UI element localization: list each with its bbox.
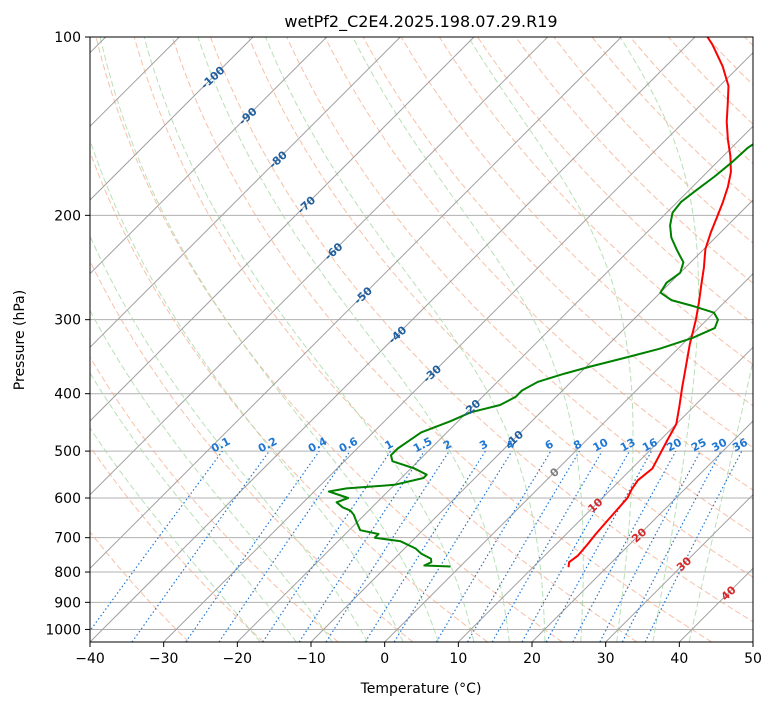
chart-title: wetPf2_C2E4.2025.198.07.29.R19 <box>284 12 557 32</box>
isotherm-line <box>457 346 753 642</box>
x-tick-label: −40 <box>75 651 105 667</box>
mixing-ratio-line <box>572 450 677 642</box>
isotherm-line <box>310 199 753 642</box>
dry-adiabat-line <box>90 356 339 642</box>
dry-adiabat-line <box>400 37 753 407</box>
y-axis-label: Pressure (hPa) <box>12 290 28 390</box>
moist-adiabat-line <box>265 37 546 642</box>
moist-adiabat-line <box>352 37 584 642</box>
dry-adiabat-line <box>90 531 190 642</box>
moist-adiabat-line <box>143 37 475 642</box>
temperature-series-line <box>567 37 732 568</box>
moist-adiabat-line <box>90 235 369 642</box>
x-tick-label: 30 <box>597 651 615 667</box>
isotherm-line <box>163 51 753 642</box>
isotherm-line <box>90 37 401 349</box>
dry-adiabat-line <box>90 150 488 642</box>
mixing-ratio-line <box>298 450 425 642</box>
mixing-ratio-line <box>325 450 450 642</box>
moist-adiabat-line <box>688 358 753 642</box>
x-tick-label: 50 <box>744 651 762 667</box>
mixing-ratio-line <box>521 450 631 642</box>
mixing-ratio-line <box>90 450 223 632</box>
y-tick-label: 800 <box>54 565 81 581</box>
dry-adiabat-line <box>133 37 638 642</box>
isotherm-line <box>90 37 696 642</box>
mixing-ratio-line <box>545 450 653 642</box>
dry-adiabat-line <box>438 37 753 366</box>
mixing-ratio-line <box>393 450 513 642</box>
isotherm-line <box>236 125 753 642</box>
mixing-ratio-label: 25 <box>689 436 709 455</box>
moist-adiabat-line <box>99 37 439 642</box>
moist-adiabat-line <box>90 138 404 642</box>
isotherm-line <box>605 493 753 642</box>
isotherm-line <box>90 37 328 275</box>
moist-adiabat-line <box>619 37 699 642</box>
mixing-ratio-label: 20 <box>664 436 684 455</box>
x-axis-label: Temperature (°C) <box>360 681 482 697</box>
mixing-ratio-label: 16 <box>640 436 660 455</box>
isotherm-line <box>90 37 549 496</box>
y-tick-label: 1000 <box>45 622 81 638</box>
dry-adiabat-line <box>210 37 753 623</box>
x-tick-label: 40 <box>670 651 688 667</box>
dewpoint-series-line <box>327 143 753 568</box>
mixing-ratio-label: 36 <box>730 436 750 455</box>
y-tick-label: 100 <box>54 30 81 46</box>
mixing-ratio-line <box>644 450 743 642</box>
mixing-ratio-label: 30 <box>710 436 730 455</box>
plot-frame <box>89 36 754 643</box>
isotherm-line <box>531 420 753 642</box>
x-tick-label: −20 <box>223 651 253 667</box>
x-tick-label: 10 <box>449 651 467 667</box>
isotherm-line <box>90 37 475 422</box>
isotherm-line <box>90 37 254 201</box>
mixing-ratio-line <box>218 450 351 642</box>
y-tick-label: 600 <box>54 491 81 507</box>
x-tick-label: −10 <box>296 651 326 667</box>
moist-adiabat-line <box>90 371 297 642</box>
y-tick-label: 900 <box>54 595 81 611</box>
y-tick-label: 200 <box>54 208 81 224</box>
y-tick-label: 300 <box>54 313 81 329</box>
x-tick-label: −30 <box>149 651 179 667</box>
y-tick-label: 700 <box>54 531 81 547</box>
x-tick-label: 0 <box>380 651 389 667</box>
dry-adiabat-line <box>248 37 753 578</box>
y-tick-label: 400 <box>54 387 81 403</box>
mixing-ratio-line <box>185 450 320 642</box>
mixing-ratio-label: 13 <box>618 436 638 455</box>
dry-adiabat-line <box>90 445 264 642</box>
moist-adiabat-line <box>90 427 261 642</box>
isotherm-line <box>90 37 622 570</box>
mixing-ratio-line <box>131 450 270 642</box>
x-tick-label: 20 <box>523 651 541 667</box>
mixing-ratio-label: 10 <box>591 436 611 455</box>
dry-adiabat-line <box>515 37 753 284</box>
y-tick-label: 500 <box>54 444 81 460</box>
moist-adiabat-line <box>197 37 510 642</box>
mixing-ratio-line <box>262 450 392 642</box>
